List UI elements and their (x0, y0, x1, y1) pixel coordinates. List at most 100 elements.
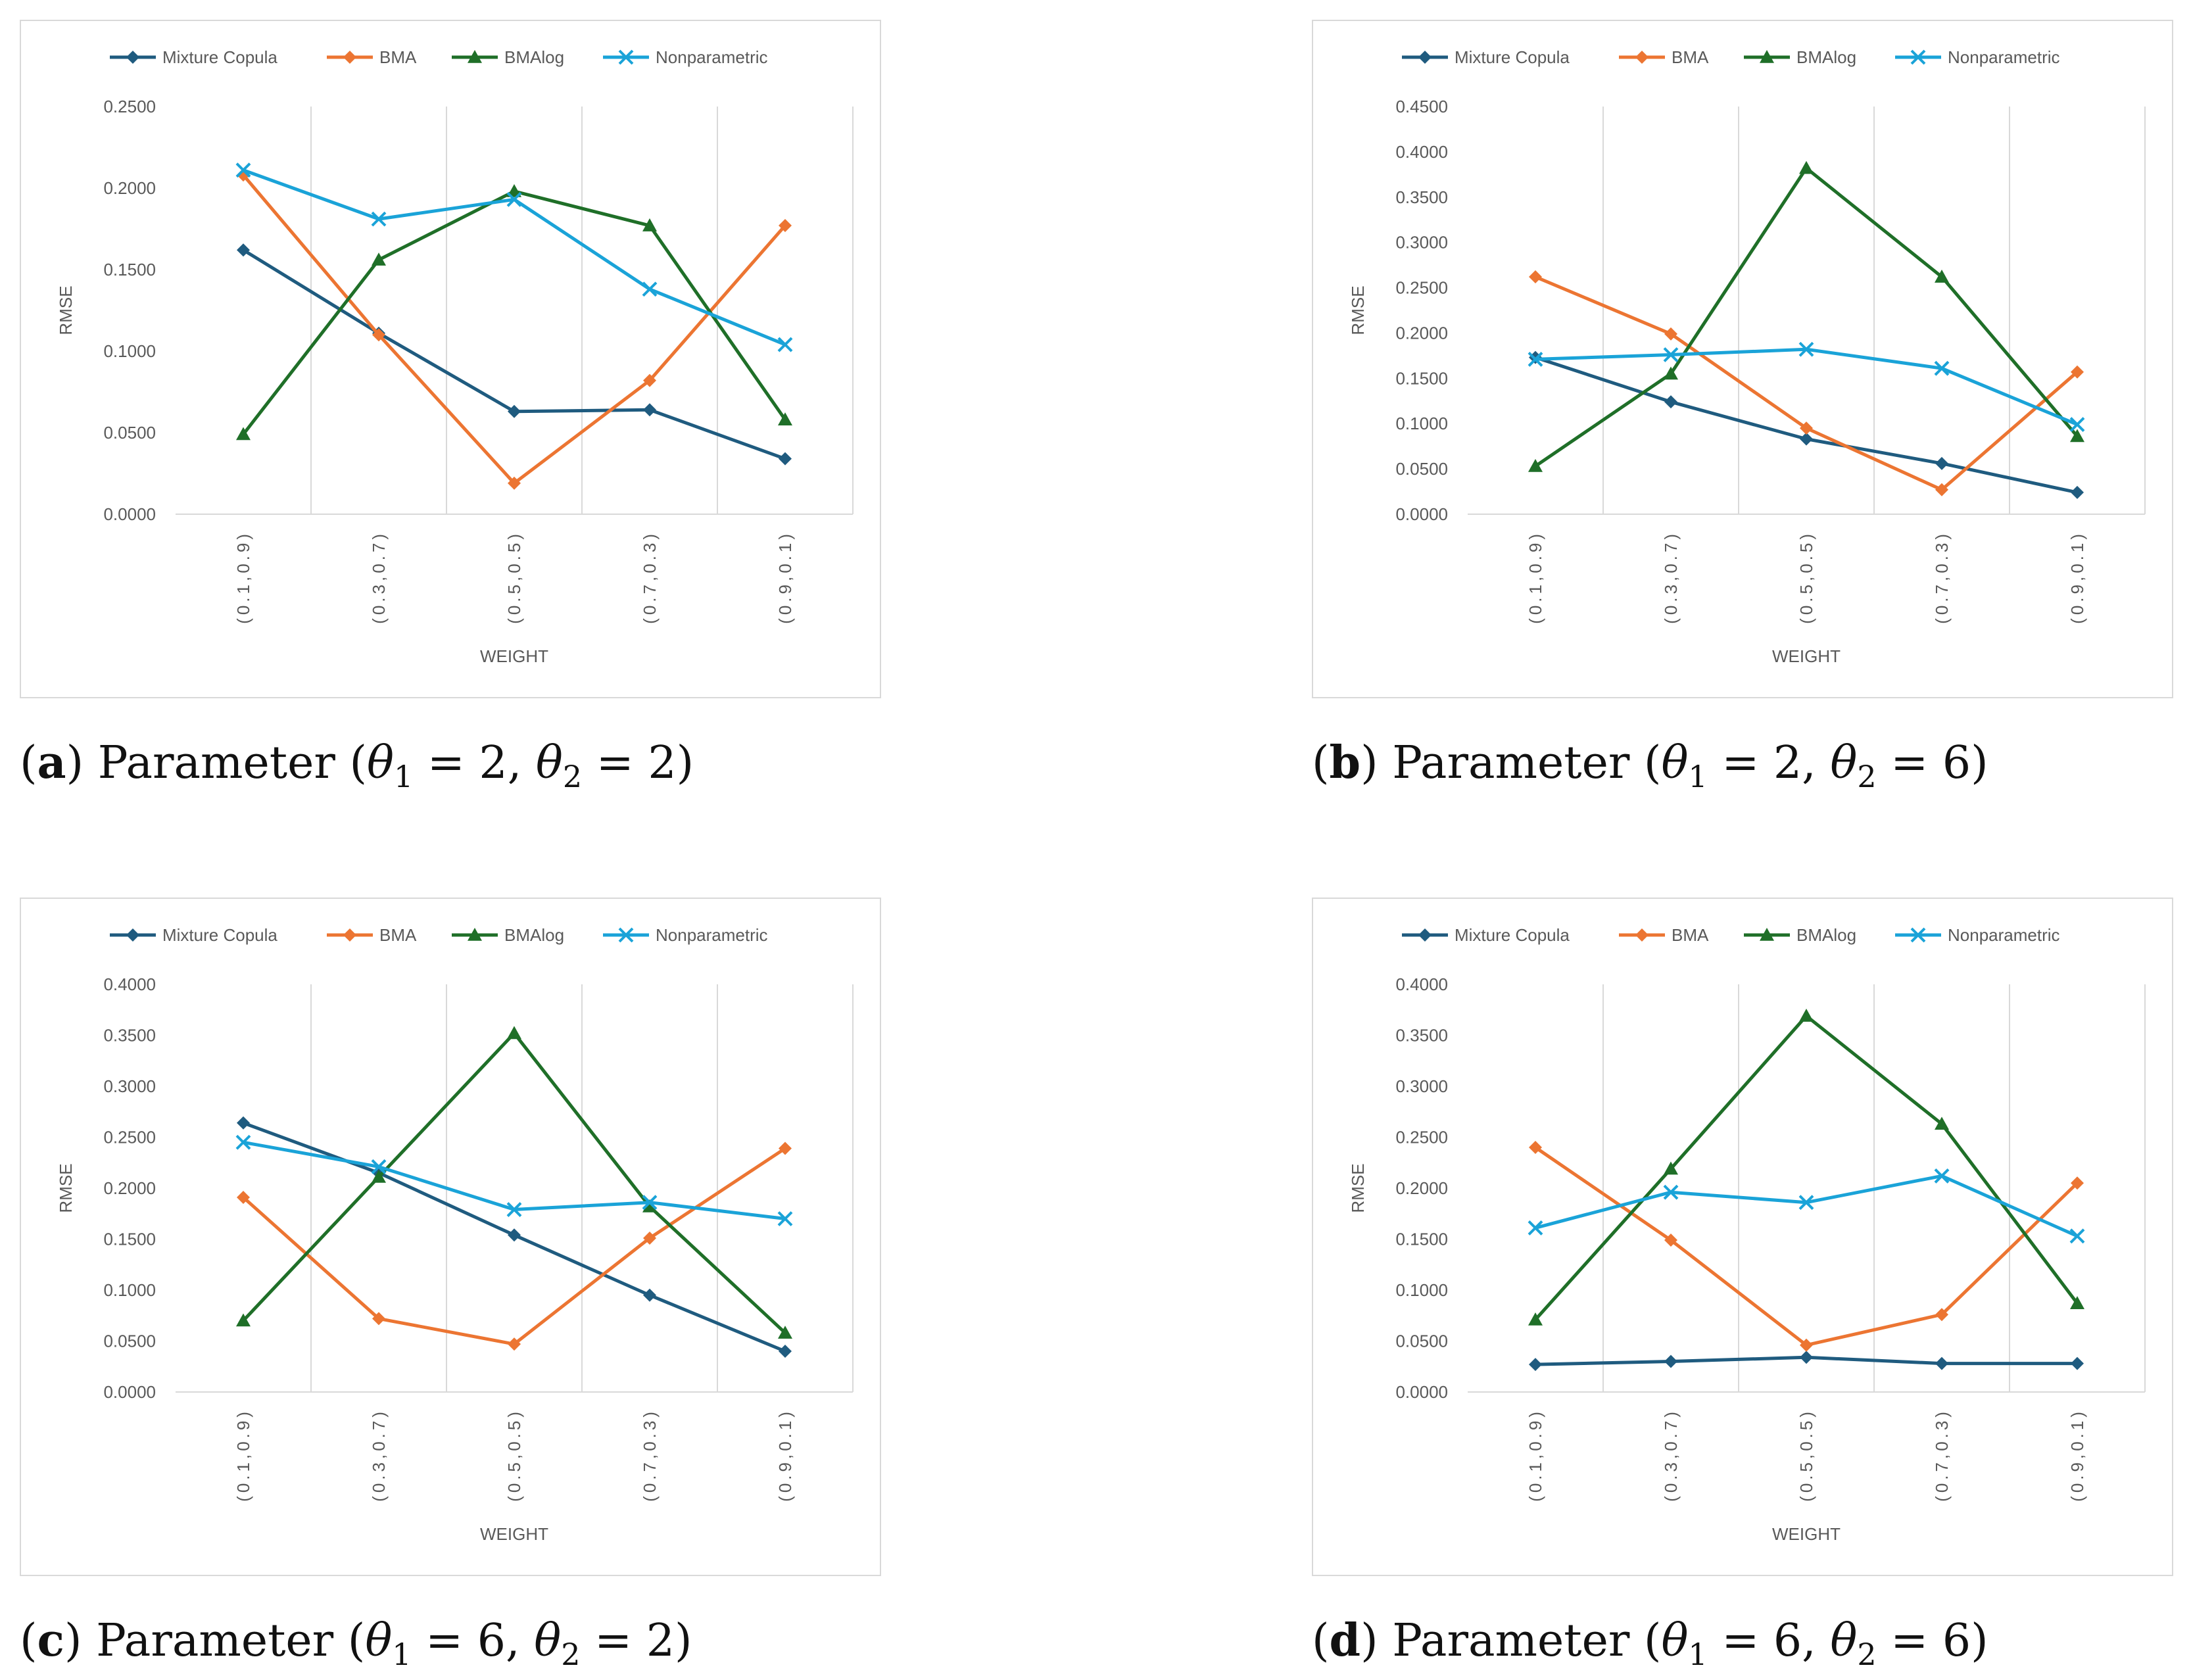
data-point-nonparametric (1934, 1168, 1950, 1184)
caption-b: (b) Parameter (θ1 = 2, θ2 = 6) (1312, 736, 1988, 794)
data-point-bma (1800, 1338, 1813, 1352)
data-point-bma (779, 219, 792, 233)
data-point-nonparametric (1528, 1220, 1543, 1236)
chart-a: 0.0000 0.0500 0.1000 0.1500 0.2000 0.2500 (0.1… (20, 20, 881, 698)
y-axis-title: RMSE (1348, 1163, 1368, 1212)
data-point-nonparametric (506, 1202, 522, 1217)
y-tick-label: 0.3000 (1395, 1076, 1448, 1096)
data-point-mixture-copula (1800, 432, 1813, 446)
data-point-bmalog (1664, 1161, 1678, 1175)
data-point-mixture-copula (1664, 1355, 1677, 1368)
y-tick-label: 0.0500 (103, 423, 156, 443)
data-point-bma (643, 1231, 656, 1245)
chart-d: 0.0000 0.0500 0.1000 0.1500 0.2000 0.2500 0.30… (1312, 898, 2173, 1576)
x-tick-label: (0.3,0.7) (1661, 531, 1681, 624)
legend-label: Mixture Copula (162, 47, 277, 67)
y-tick-label: 0.0000 (103, 504, 156, 524)
legend-item-mixture-copula: Mixture Copula (1402, 925, 1570, 945)
data-point-bma (2071, 365, 2084, 379)
x-axis-title: WEIGHT (1772, 1524, 1841, 1544)
data-point-mixture-copula (1529, 1358, 1542, 1372)
data-point-nonparametric (506, 191, 522, 207)
legend-item-bmalog: BMAlog (1744, 925, 1856, 945)
legend-swatch-marker (468, 50, 482, 63)
data-point-bmalog (1664, 366, 1678, 380)
data-point-bmalog (1528, 1312, 1543, 1326)
data-point-bmalog (778, 1326, 792, 1339)
x-axis-title: WEIGHT (480, 646, 548, 666)
legend-swatch-marker (468, 928, 482, 941)
data-point-bma (372, 328, 385, 342)
legend: Mixture Copula BMA BMAlog Nonparametric (1402, 925, 2060, 945)
y-tick-label: 0.4000 (1395, 974, 1448, 994)
legend-label: BMA (379, 925, 417, 945)
data-point-mixture-copula (1935, 1356, 1948, 1370)
x-tick-label: (0.9,0.1) (775, 1408, 795, 1502)
y-tick-label: 0.1500 (103, 260, 156, 279)
y-axis-title: RMSE (1348, 285, 1368, 335)
data-point-nonparametric (642, 1195, 658, 1211)
legend-label: Nonparametric (1948, 47, 2060, 67)
series-line-bma (242, 1147, 786, 1346)
x-tick-label: (0.7,0.3) (1932, 531, 1952, 624)
legend: Mixture Copula BMA BMAlog Nonparametric (1402, 47, 2060, 67)
y-tick-label: 0.2000 (103, 1178, 156, 1198)
series-nonparametric (1528, 1168, 2085, 1244)
x-tick-label: (0.7,0.3) (640, 531, 660, 624)
legend-item-nonparametric: Nonparametric (1895, 925, 2060, 945)
x-tick-label: (0.5,0.5) (504, 531, 524, 624)
x-tick-label: (0.3,0.7) (1661, 1408, 1681, 1502)
data-point-bma (1800, 421, 1813, 435)
y-tick-label: 0.2000 (1395, 1178, 1448, 1198)
data-point-bma (1664, 1234, 1677, 1247)
x-tick-label: (0.3,0.7) (369, 531, 389, 624)
data-point-mixture-copula (779, 1345, 792, 1358)
data-point-bma (643, 373, 656, 387)
data-point-nonparametric (1934, 360, 1950, 376)
legend-item-bmalog: BMAlog (452, 925, 564, 945)
y-tick-label: 0.2500 (103, 1128, 156, 1147)
data-point-bma (1935, 483, 1948, 496)
x-axis-title: WEIGHT (1772, 646, 1841, 666)
legend-item-bma: BMA (327, 925, 417, 945)
data-point-bmalog (778, 412, 792, 425)
x-tick-label: (0.9,0.1) (775, 531, 795, 624)
y-tick-label: 0.2000 (103, 178, 156, 198)
data-point-mixture-copula (508, 1228, 521, 1242)
data-point-nonparametric (2069, 417, 2085, 433)
legend-swatch-marker (1418, 51, 1432, 64)
legend: Mixture Copula BMA BMAlog Nonparametric (110, 47, 768, 67)
series-bmalog (236, 1026, 792, 1339)
y-tick-label: 0.1000 (103, 1280, 156, 1300)
chart-b-svg: 0.0000 0.0500 0.1000 0.1500 0.2000 0.2500 0.30… (1348, 47, 2146, 666)
x-tick-label: (0.9,0.1) (2067, 1408, 2087, 1502)
series-mixture-copula (1529, 350, 2084, 499)
x-tick-label: (0.5,0.5) (1796, 531, 1816, 624)
data-point-bma (779, 1141, 792, 1155)
legend-swatch-marker (1418, 928, 1432, 942)
legend-swatch-marker (126, 51, 139, 64)
data-point-bma (237, 1190, 250, 1204)
legend-item-bmalog: BMAlog (452, 47, 564, 67)
data-point-nonparametric (642, 281, 658, 297)
chart-c-svg: 0.0000 0.0500 0.1000 0.1500 0.2000 0.2500 0.30… (56, 925, 854, 1544)
legend-swatch-marker (1635, 51, 1649, 64)
data-point-nonparametric (777, 1211, 793, 1226)
legend-swatch-marker (618, 49, 634, 65)
data-point-bma (1935, 1308, 1948, 1322)
data-point-mixture-copula (237, 1116, 250, 1130)
x-tick-label: (0.7,0.3) (1932, 1408, 1952, 1502)
legend-label: Mixture Copula (1455, 925, 1570, 945)
data-point-mixture-copula (1800, 1351, 1813, 1364)
series-line-nonparametric (1535, 347, 2078, 426)
legend-label: BMA (379, 47, 417, 67)
y-tick-label: 0.0500 (1395, 1332, 1448, 1351)
x-tick-label: (0.5,0.5) (504, 1408, 524, 1502)
chart-d-svg: 0.0000 0.0500 0.1000 0.1500 0.2000 0.2500 0.30… (1348, 925, 2146, 1544)
series-nonparametric (1528, 341, 2085, 433)
data-point-bmalog (1799, 160, 1814, 174)
data-point-nonparametric (371, 211, 387, 227)
series-mixture-copula (237, 243, 792, 466)
y-tick-label: 0.1500 (1395, 368, 1448, 388)
y-tick-label: 0.0000 (103, 1382, 156, 1402)
